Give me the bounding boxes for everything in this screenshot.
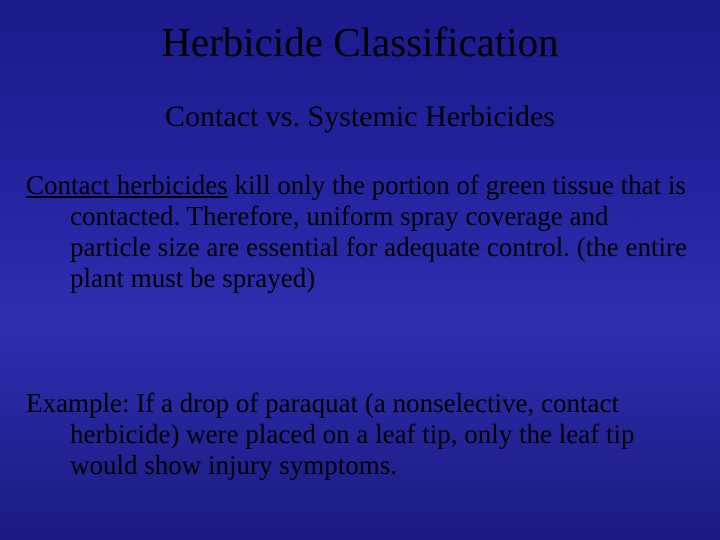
slide-title: Herbicide Classification (0, 18, 720, 66)
slide-subtitle: Contact vs. Systemic Herbicides (0, 100, 720, 134)
paragraph-example: Example: If a drop of paraquat (a nonsel… (26, 388, 694, 481)
paragraph-lead-underline: Contact herbicides (26, 170, 228, 200)
paragraph-contact: Contact herbicides kill only the portion… (26, 170, 694, 294)
slide: Herbicide Classification Contact vs. Sys… (0, 0, 720, 540)
